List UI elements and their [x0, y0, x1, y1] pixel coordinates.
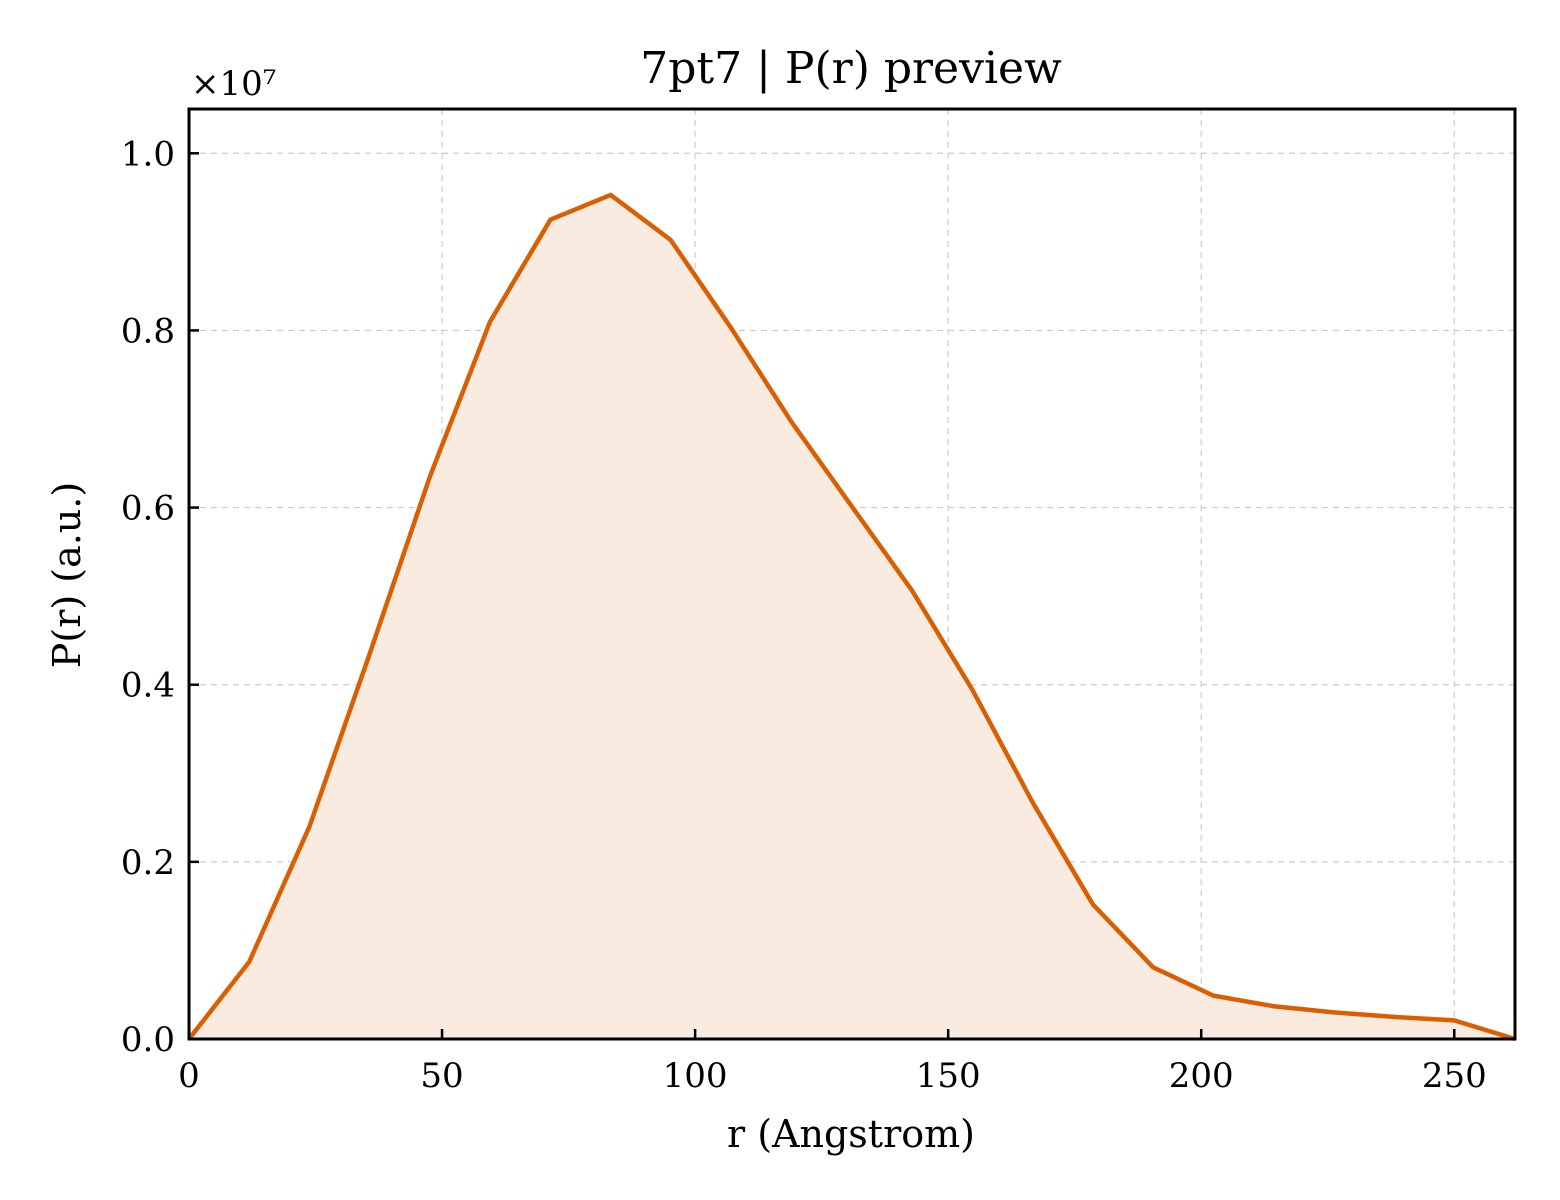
- y-tick-label: 1.0: [121, 134, 175, 174]
- ticks-layer: 0 50 100 150 200 250 0.0 0.2 0.4 0.6 0.8 1.0: [121, 134, 1487, 1096]
- x-tick-label: 250: [1422, 1056, 1487, 1096]
- chart-title: 7pt7 | P(r) preview: [640, 43, 1062, 94]
- x-tick-label: 50: [420, 1056, 463, 1096]
- y-offset-label: ×10⁷: [191, 64, 276, 104]
- y-tick-label: 0.6: [121, 489, 175, 529]
- pr-area-fill: [189, 194, 1515, 1039]
- y-tick-label: 0.8: [121, 311, 175, 351]
- y-tick-label: 0.4: [121, 666, 175, 706]
- x-tick-label: 200: [1169, 1056, 1234, 1096]
- pr-line: [187, 192, 1516, 1042]
- x-tick-label: 150: [916, 1056, 981, 1096]
- x-axis-label: r (Angstrom): [727, 1112, 975, 1156]
- y-tick-label: 0.2: [121, 843, 175, 883]
- x-tick-label: 100: [663, 1056, 728, 1096]
- plot-frame: [187, 107, 1517, 1041]
- y-tick-label: 0.0: [121, 1020, 175, 1060]
- y-axis-label: P(r) (a.u.): [45, 482, 89, 668]
- x-tick-label: 0: [178, 1056, 200, 1096]
